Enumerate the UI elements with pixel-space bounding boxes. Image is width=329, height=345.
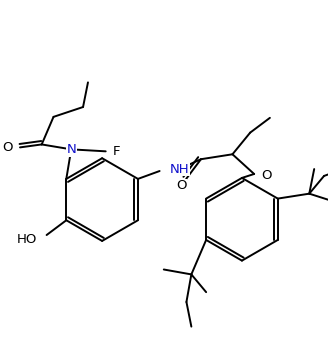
Text: O: O [3, 141, 13, 154]
Text: NH: NH [169, 162, 189, 176]
Text: O: O [261, 169, 271, 183]
Text: O: O [176, 179, 187, 192]
Text: N: N [66, 143, 76, 156]
Text: HO: HO [16, 234, 37, 246]
Text: F: F [113, 145, 120, 158]
